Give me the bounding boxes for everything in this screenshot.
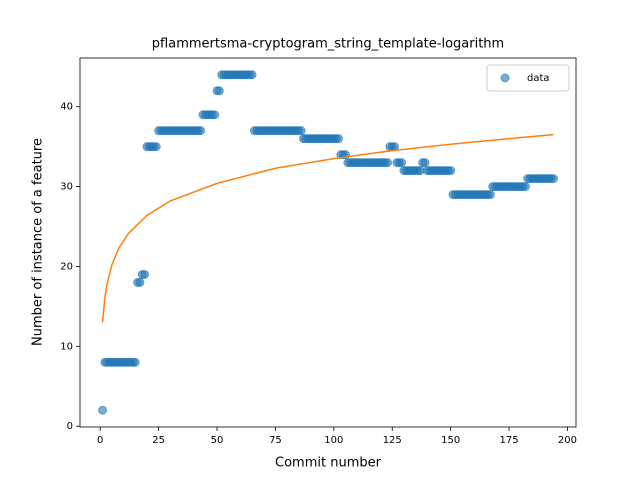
data-point: [420, 158, 430, 168]
data-point: [296, 126, 306, 136]
y-tick-label: 30: [60, 182, 73, 193]
x-tick-label: 100: [324, 435, 343, 446]
y-tick-label: 0: [67, 421, 73, 432]
legend-swatch: [500, 73, 510, 83]
y-axis-label: Number of instance of a feature: [31, 138, 46, 346]
data-point: [135, 277, 145, 287]
data-point: [485, 190, 495, 200]
plot-frame: [79, 57, 577, 428]
y-tick-label: 20: [60, 261, 73, 272]
data-point: [151, 142, 161, 152]
data-point: [397, 158, 407, 168]
y-tick-label: 10: [60, 341, 73, 352]
data-point: [210, 110, 220, 120]
data-point: [196, 126, 206, 136]
x-tick-label: 75: [269, 435, 282, 446]
chart-title: pflammertsma-cryptogram_string_template-…: [152, 37, 504, 52]
data-point: [130, 357, 140, 367]
x-axis-label: Commit number: [275, 456, 382, 471]
x-tick-label: 25: [152, 435, 165, 446]
x-tick-label: 0: [97, 435, 103, 446]
data-point: [140, 269, 150, 279]
data-point: [446, 166, 456, 176]
y-tick-label: 40: [60, 102, 73, 113]
legend-label: data: [527, 73, 550, 84]
data-point: [548, 174, 558, 184]
x-tick-label: 175: [500, 435, 519, 446]
x-tick-label: 125: [383, 435, 402, 446]
data-point: [334, 134, 344, 144]
x-tick-label: 150: [441, 435, 460, 446]
data-point: [98, 405, 108, 415]
x-tick-label: 50: [211, 435, 224, 446]
x-tick-label: 200: [558, 435, 577, 446]
data-point: [247, 70, 257, 80]
legend-box: [486, 64, 570, 92]
fit-line: [101, 133, 554, 323]
data-point: [383, 158, 393, 168]
data-point: [214, 86, 224, 96]
data-point: [520, 182, 530, 192]
